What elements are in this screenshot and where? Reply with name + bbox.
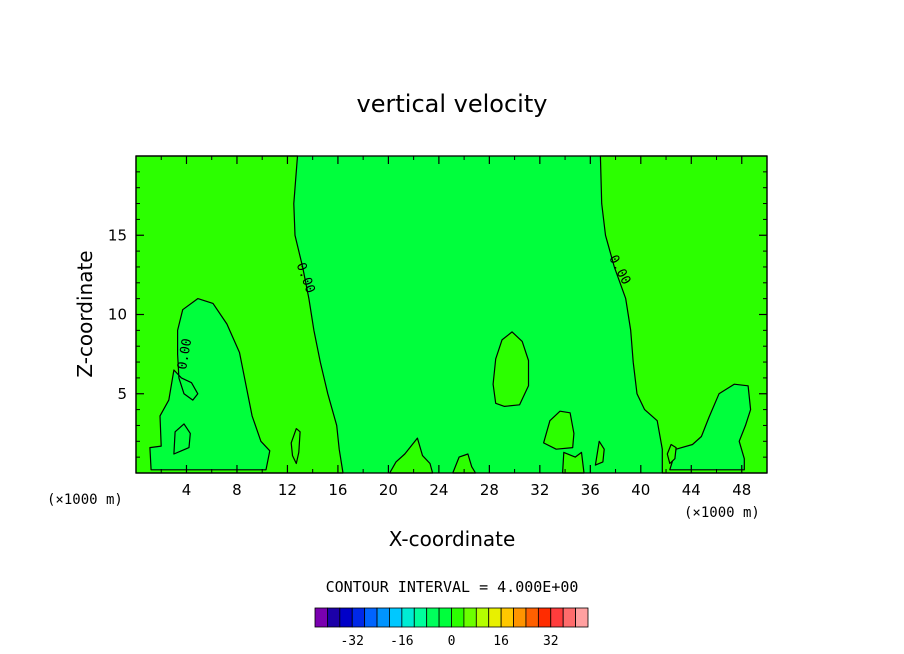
colorbar-swatch-3 <box>339 607 353 628</box>
x-tick-label-12: 12 <box>278 481 297 499</box>
x-tick-label-16: 16 <box>328 481 347 499</box>
colorbar-swatch-15 <box>488 607 502 628</box>
colorbar-swatch-16 <box>500 607 514 628</box>
x-tick-label-4: 4 <box>182 481 192 499</box>
x-unit-left: (×1000 m) <box>47 492 123 508</box>
colorbar-swatch-9 <box>413 607 428 628</box>
colorbar-labels: -32 -16 0 16 32 <box>340 634 558 649</box>
colorbar-label--32: -32 <box>340 634 363 649</box>
contour-regions <box>135 155 768 474</box>
y-axis-label: Z-coordinate <box>73 250 97 377</box>
x-tick-label-24: 24 <box>429 481 448 499</box>
colorbar-swatch-8 <box>401 607 415 628</box>
colorbar <box>314 607 589 628</box>
x-axis-label: X-coordinate <box>389 527 516 551</box>
x-tick-label-36: 36 <box>581 481 600 499</box>
contour-region-6 <box>542 410 575 450</box>
colorbar-swatch-2 <box>327 607 341 628</box>
colorbar-swatch-1 <box>314 607 328 628</box>
colorbar-swatch-7 <box>389 607 403 628</box>
x-unit-right: (×1000 m) <box>684 505 760 521</box>
x-tick-label-48: 48 <box>732 481 751 499</box>
contour-region-5 <box>492 331 530 407</box>
colorbar-swatch-6 <box>376 607 390 628</box>
contour-region-7 <box>290 428 301 465</box>
colorbar-label-32: 32 <box>543 634 559 649</box>
colorbar-swatch-18 <box>525 607 539 628</box>
colorbar-label-0: 0 <box>448 634 456 649</box>
x-tick-label-40: 40 <box>631 481 650 499</box>
contour-interval-label: CONTOUR INTERVAL = 4.000E+00 <box>326 578 579 596</box>
x-tick-label-8: 8 <box>232 481 242 499</box>
x-tick-label-20: 20 <box>379 481 398 499</box>
y-axis-ticks: 5 10 15 <box>108 171 767 458</box>
contour-region-8 <box>666 443 677 465</box>
colorbar-swatch-21 <box>562 607 576 628</box>
contour-region-10 <box>389 437 434 474</box>
x-axis-ticks: 4 8 12 16 20 24 28 32 36 40 44 48 <box>160 156 751 499</box>
contour-region-13 <box>594 440 605 466</box>
colorbar-swatch-4 <box>351 607 366 628</box>
plot-area: 0.00 0.000.00 4 8 12 16 20 24 28 32 36 40 44 48 5101… <box>108 155 768 499</box>
colorbar-swatch-19 <box>537 607 552 628</box>
x-tick-label-28: 28 <box>480 481 499 499</box>
colorbar-swatch-17 <box>513 607 527 628</box>
colorbar-swatch-10 <box>426 607 440 628</box>
x-tick-label-32: 32 <box>530 481 549 499</box>
contour-region-9 <box>173 423 191 455</box>
colorbar-swatch-13 <box>463 607 477 628</box>
chart-title: vertical velocity <box>357 90 548 118</box>
y-tick-label-15: 15 <box>108 226 127 244</box>
colorbar-swatch-11 <box>438 607 452 628</box>
colorbar-swatch-14 <box>475 607 490 628</box>
colorbar-swatch-5 <box>364 607 378 628</box>
colorbar-label-16: 16 <box>493 634 509 649</box>
x-tick-label-44: 44 <box>682 481 701 499</box>
colorbar-label--16: -16 <box>390 634 413 649</box>
colorbar-swatch-12 <box>451 607 465 628</box>
y-tick-label-5: 5 <box>117 385 127 403</box>
colorbar-swatch-22 <box>575 607 589 628</box>
contour-region-4 <box>669 383 752 471</box>
y-tick-label-10: 10 <box>108 306 127 324</box>
colorbar-swatch-20 <box>550 607 564 628</box>
contour-label-3: 0.00 <box>175 337 195 370</box>
